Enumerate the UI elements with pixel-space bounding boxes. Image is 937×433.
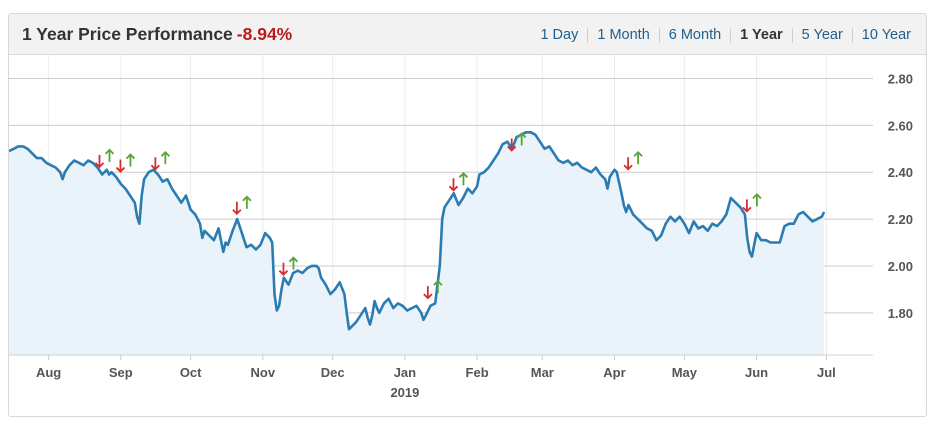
x-tick-label: Oct	[180, 365, 202, 380]
x-tick-label: May	[672, 365, 698, 380]
y-tick-label: 2.80	[888, 71, 913, 86]
dividend-up-arrow-icon[interactable]	[288, 256, 299, 270]
dividend-up-arrow-icon[interactable]	[433, 279, 443, 294]
x-tick-label: Jan	[394, 365, 416, 380]
range-1-year[interactable]: 1 Year	[740, 27, 783, 43]
dividend-down-arrow-icon[interactable]	[115, 159, 126, 173]
dividend-down-arrow-icon[interactable]	[94, 154, 105, 169]
range-separator	[658, 27, 660, 43]
range-10-year[interactable]: 10 Year	[861, 27, 911, 43]
year-label: 2019	[390, 385, 419, 400]
x-tick-label: Feb	[466, 365, 489, 380]
dividend-up-arrow-icon[interactable]	[104, 148, 115, 162]
dividend-up-arrow-icon[interactable]	[517, 132, 527, 146]
price-area	[9, 132, 825, 355]
x-tick-label: Sep	[109, 365, 133, 380]
dividend-down-arrow-icon[interactable]	[623, 157, 633, 171]
dividend-up-arrow-icon[interactable]	[242, 195, 252, 209]
x-tick-label: Apr	[603, 365, 625, 380]
price-chart: 2.80 2.60 2.40 2.20 2.00 1.80 Aug Sep Oct Nov Dec J…	[9, 55, 913, 400]
range-separator	[730, 27, 732, 43]
x-tick-label: Jun	[745, 365, 768, 380]
y-tick-label: 2.20	[888, 212, 913, 227]
x-tick-label: Aug	[36, 365, 61, 380]
y-tick-label: 1.80	[888, 306, 913, 321]
dividend-down-arrow-icon[interactable]	[232, 201, 242, 216]
dividend-up-arrow-icon[interactable]	[160, 150, 171, 165]
x-tick-label: Dec	[321, 365, 345, 380]
dividend-up-arrow-icon[interactable]	[125, 153, 136, 167]
range-separator	[587, 27, 589, 43]
dividend-down-arrow-icon[interactable]	[507, 138, 517, 152]
dividend-up-arrow-icon[interactable]	[633, 150, 643, 165]
range-separator	[851, 27, 853, 43]
panel-header: 1 Year Price Performance -8.94% 1 Day 1 Mo…	[9, 14, 926, 55]
dividend-down-arrow-icon[interactable]	[150, 157, 161, 171]
price-line	[9, 131, 826, 331]
dividend-up-arrow-icon[interactable]	[752, 193, 762, 207]
price-performance-panel: 1 Year Price Performance -8.94% 1 Day 1 Mo…	[8, 13, 927, 417]
x-tick-label: Jul	[817, 365, 836, 380]
x-tick-label: Mar	[531, 365, 554, 380]
dividend-down-arrow-icon[interactable]	[278, 262, 289, 276]
range-separator	[791, 27, 793, 43]
range-6-month[interactable]: 6 Month	[668, 27, 722, 43]
price-change-percent: -8.94%	[236, 24, 293, 44]
dividend-down-arrow-icon[interactable]	[423, 286, 433, 300]
y-tick-label: 2.40	[888, 165, 913, 180]
dividend-down-arrow-icon[interactable]	[742, 199, 752, 213]
x-tick-label: Nov	[251, 365, 276, 380]
dividend-down-arrow-icon[interactable]	[448, 178, 459, 192]
title-label: 1 Year Price Performance	[22, 24, 233, 44]
range-1-day[interactable]: 1 Day	[540, 27, 579, 43]
range-selector: 1 Day 1 Month 6 Month 1 Year 5 Year 10 Year	[531, 27, 920, 43]
dividend-up-arrow-icon[interactable]	[458, 172, 469, 186]
y-tick-label: 2.60	[888, 118, 913, 133]
range-1-month[interactable]: 1 Month	[597, 27, 650, 43]
range-5-year[interactable]: 5 Year	[801, 27, 843, 43]
y-tick-label: 2.00	[888, 259, 913, 274]
panel-title: 1 Year Price Performance -8.94%	[22, 24, 292, 45]
